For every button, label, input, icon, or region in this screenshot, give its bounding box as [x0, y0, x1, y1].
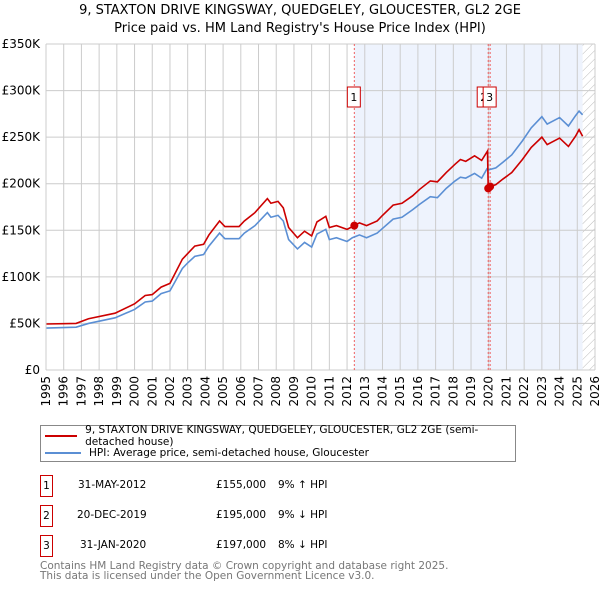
- y-tick-label: £300K: [2, 84, 42, 98]
- x-tick-label: 2019: [464, 376, 478, 407]
- transaction-hpi: 9% ↓ HPI: [278, 509, 328, 521]
- x-tick-label: 2009: [287, 376, 301, 407]
- x-tick-label: 2012: [340, 376, 354, 407]
- transaction-hpi: 9% ↑ HPI: [278, 479, 328, 491]
- chart-subtitle: Price paid vs. HM Land Registry's House …: [114, 21, 486, 36]
- x-tick-label: 2018: [446, 376, 460, 407]
- transaction-hpi: 8% ↓ HPI: [278, 539, 328, 551]
- y-tick-label: £50K: [9, 316, 41, 330]
- x-tick-label: 2017: [429, 376, 443, 407]
- footer-copyright: Contains HM Land Registry data © Crown c…: [40, 560, 449, 572]
- transaction-price: £195,000: [216, 509, 267, 521]
- legend-label: HPI: Average price, semi-detached house,…: [89, 447, 369, 459]
- legend-item-hpi: HPI: Average price, semi-detached house,…: [41, 445, 369, 461]
- y-tick-label: £350K: [2, 37, 42, 51]
- price-chart: 123£0£50K£100K£150K£200K£250K£300K£350K1…: [2, 37, 600, 407]
- x-tick-label: 2014: [375, 376, 389, 407]
- sale-point: [486, 182, 495, 191]
- chart-title: 9, STAXTON DRIVE KINGSWAY, QUEDGELEY, GL…: [79, 3, 521, 18]
- y-tick-label: £100K: [2, 270, 42, 284]
- x-tick-label: 2020: [482, 376, 496, 407]
- x-tick-label: 1996: [57, 376, 71, 407]
- transaction-marker: 3: [40, 535, 53, 557]
- transaction-row: 3 31-JAN-2020 £197,000 8% ↓ HPI: [40, 535, 440, 557]
- transaction-date: 31-MAY-2012: [78, 479, 147, 491]
- legend-swatch-blue: [45, 452, 81, 454]
- sale-label-text: 3: [486, 91, 493, 104]
- sale-point: [350, 221, 359, 230]
- y-tick-label: £250K: [2, 130, 42, 144]
- x-tick-label: 1997: [74, 376, 88, 407]
- x-tick-label: 2008: [269, 376, 283, 407]
- x-tick-label: 2002: [163, 376, 177, 407]
- y-tick-label: £200K: [2, 177, 42, 191]
- x-tick-label: 2000: [128, 376, 142, 407]
- x-tick-label: 2010: [305, 376, 319, 407]
- transaction-date: 31-JAN-2020: [80, 539, 147, 551]
- transaction-row: 2 20-DEC-2019 £195,000 9% ↓ HPI: [40, 505, 440, 527]
- x-tick-label: 2004: [198, 376, 212, 407]
- x-tick-label: 2025: [570, 376, 584, 407]
- x-tick-label: 2024: [553, 376, 567, 407]
- x-tick-label: 2011: [322, 376, 336, 407]
- x-tick-label: 2001: [145, 376, 159, 407]
- x-tick-label: 1998: [92, 376, 106, 407]
- shaded-period: [354, 44, 583, 370]
- hpi-line: [45, 109, 584, 329]
- forecast-hatch: [582, 44, 595, 370]
- legend-item-property: 9, STAXTON DRIVE KINGSWAY, QUEDGELEY, GL…: [41, 424, 515, 448]
- transaction-date: 20-DEC-2019: [77, 509, 147, 521]
- legend-swatch-red: [45, 435, 78, 437]
- footer-licence: This data is licensed under the Open Gov…: [40, 570, 375, 582]
- transaction-marker: 2: [40, 505, 53, 527]
- x-tick-label: 2016: [411, 376, 425, 407]
- transaction-price: £155,000: [216, 479, 267, 491]
- sale-label-box: [346, 86, 361, 108]
- sale-label-text: 1: [350, 91, 357, 104]
- x-tick-label: 2013: [358, 376, 372, 407]
- x-tick-label: 2022: [517, 376, 531, 407]
- x-tick-label: 2007: [252, 376, 266, 407]
- x-tick-label: 2006: [234, 376, 248, 407]
- transaction-marker: 1: [40, 475, 53, 497]
- property-price-line: [45, 128, 584, 325]
- legend-label: 9, STAXTON DRIVE KINGSWAY, QUEDGELEY, GL…: [85, 424, 479, 448]
- x-tick-label: 2026: [588, 376, 600, 407]
- x-tick-label: 1999: [110, 376, 124, 407]
- y-tick-label: £150K: [2, 223, 42, 237]
- x-tick-label: 1995: [39, 376, 53, 407]
- x-tick-label: 2023: [535, 376, 549, 407]
- x-tick-label: 2015: [393, 376, 407, 407]
- x-tick-label: 2003: [181, 376, 195, 407]
- x-tick-label: 2005: [216, 376, 230, 407]
- chart-legend: 9, STAXTON DRIVE KINGSWAY, QUEDGELEY, GL…: [40, 424, 516, 462]
- x-tick-label: 2021: [499, 376, 513, 407]
- transaction-row: 1 31-MAY-2012 £155,000 9% ↑ HPI: [40, 475, 440, 497]
- sale-label-box: [482, 86, 497, 108]
- y-tick-label: £0: [25, 363, 40, 377]
- transaction-price: £197,000: [216, 539, 267, 551]
